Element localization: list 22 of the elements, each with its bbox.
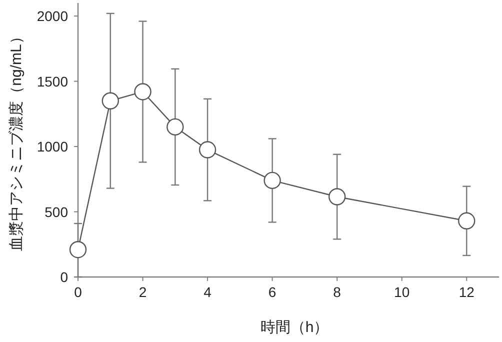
point xyxy=(166,118,184,136)
y-axis-title: 血漿中アシミニブ濃度（ng/mL） xyxy=(8,29,25,251)
point xyxy=(69,241,87,258)
point xyxy=(328,188,346,206)
x-tick-label: 10 xyxy=(394,284,410,300)
y-tick-label: 2000 xyxy=(36,8,68,24)
y-tick-label: 1500 xyxy=(36,73,68,90)
x-tick-label: 6 xyxy=(268,284,276,300)
x-tick-label: 4 xyxy=(204,284,212,300)
point xyxy=(198,141,216,158)
y-tick-label: 0 xyxy=(60,269,68,285)
x-tick-label: 8 xyxy=(333,284,342,300)
point xyxy=(102,92,119,110)
point xyxy=(458,212,476,230)
x-axis-title: 時間（h） xyxy=(260,319,329,336)
y-tick-label: 500 xyxy=(44,204,68,220)
point xyxy=(264,172,281,190)
x-tick-label: 12 xyxy=(458,284,475,300)
x-tick-label: 2 xyxy=(138,284,147,300)
x-tick-label: 0 xyxy=(74,284,82,300)
y-tick-label: 1000 xyxy=(36,138,68,155)
point xyxy=(134,83,152,100)
